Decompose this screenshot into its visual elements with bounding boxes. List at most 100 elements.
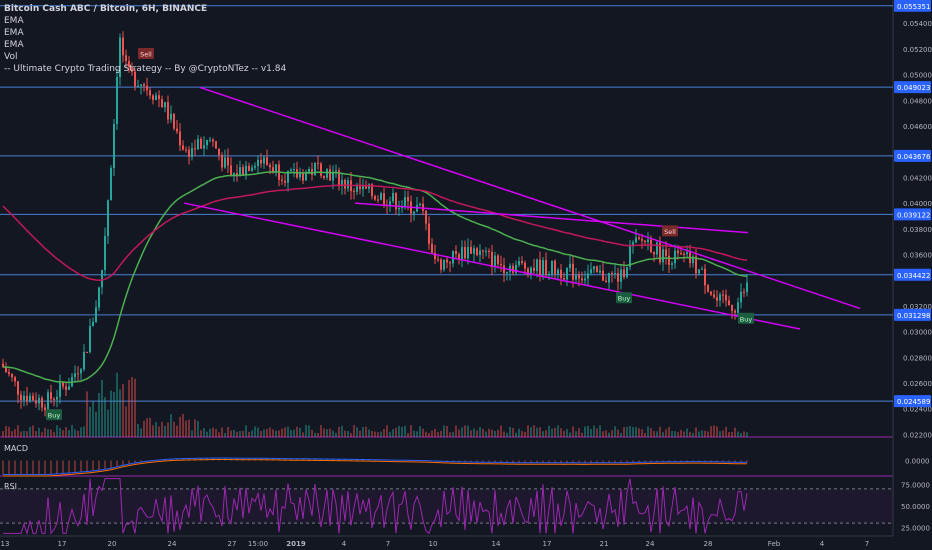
x-tick-label: 7 <box>386 540 390 548</box>
volume-bar <box>386 425 388 437</box>
volume-bar <box>410 425 412 437</box>
volume-bar <box>230 430 232 437</box>
candle-body <box>701 268 703 270</box>
volume-bar <box>443 425 445 437</box>
candle-body <box>173 113 175 129</box>
volume-bar <box>209 428 211 437</box>
indicator-ema-2: EMA <box>4 28 24 38</box>
volume-bar <box>74 429 76 437</box>
candle-body <box>725 294 727 301</box>
volume-bar <box>434 428 436 437</box>
candle-body <box>92 321 94 327</box>
candle-body <box>503 265 505 274</box>
candle-body <box>341 179 343 187</box>
candle-body <box>248 165 250 171</box>
candle-body <box>707 285 709 292</box>
candle-body <box>155 95 157 101</box>
candle-body <box>671 263 673 265</box>
horizontal-level-badge <box>894 81 931 94</box>
candle-body <box>398 207 400 210</box>
volume-bar <box>143 420 145 437</box>
volume-bar <box>140 428 142 437</box>
indicator-vol: Vol <box>4 52 18 62</box>
volume-bar <box>464 425 466 437</box>
horizontal-level-badge <box>894 0 931 12</box>
horizontal-level-label: 0.055351 <box>897 3 930 11</box>
volume-bar <box>152 425 154 437</box>
volume-bar <box>368 429 370 437</box>
candle-body <box>506 271 508 274</box>
candle-body <box>203 145 205 149</box>
candle-body <box>464 247 466 259</box>
volume-bar <box>149 417 151 437</box>
candle-body <box>251 167 253 171</box>
trendline <box>354 202 749 234</box>
volume-bar <box>719 431 721 437</box>
volume-bar <box>575 431 577 437</box>
volume-bar <box>116 372 118 437</box>
volume-bar <box>440 430 442 437</box>
candle-body <box>590 269 592 274</box>
volume-bar <box>224 432 226 437</box>
x-tick-label: 15:00 <box>248 540 268 548</box>
volume-bar <box>221 427 223 437</box>
candle-body <box>272 167 274 173</box>
candle-body <box>500 264 502 266</box>
candle-body <box>494 255 496 267</box>
volume-bar <box>695 427 697 437</box>
volume-bar <box>473 428 475 437</box>
horizontal-level-label: 0.031298 <box>897 312 930 320</box>
x-tick-label: 27 <box>228 540 237 548</box>
volume-bar <box>551 428 553 437</box>
candle-body <box>56 396 58 400</box>
volume-bar <box>32 425 34 437</box>
candle-body <box>2 363 4 367</box>
volume-bar <box>614 426 616 437</box>
rsi-tick-label: 25.0000 <box>901 524 930 532</box>
candle-body <box>236 172 238 177</box>
candle-body <box>557 269 559 275</box>
volume-bar <box>254 426 256 437</box>
volume-bar <box>263 429 265 437</box>
candle-body <box>137 85 139 87</box>
volume-bar <box>554 427 556 437</box>
candle-body <box>125 55 127 61</box>
signal-badge <box>46 409 62 421</box>
volume-bar <box>503 431 505 437</box>
x-tick-label: 21 <box>600 540 609 548</box>
candle-body <box>275 164 277 173</box>
volume-bar <box>278 430 280 437</box>
candle-body <box>422 203 424 211</box>
volume-bar <box>251 430 253 437</box>
volume-bar <box>677 432 679 437</box>
volume-bar <box>293 429 295 437</box>
candle-body <box>221 154 223 168</box>
volume-bar <box>56 425 58 437</box>
volume-bar <box>425 431 427 437</box>
candle-body <box>638 237 640 239</box>
candle-body <box>530 267 532 276</box>
volume-bar <box>455 425 457 437</box>
candle-body <box>323 175 325 178</box>
candle-body <box>455 251 457 255</box>
candle-body <box>653 251 655 255</box>
candle-body <box>692 256 694 264</box>
candle-body <box>443 259 445 270</box>
candle-body <box>116 77 118 124</box>
volume-bar <box>383 428 385 437</box>
candle-body <box>74 373 76 377</box>
candle-body <box>404 197 406 207</box>
candle-body <box>206 140 208 146</box>
candle-body <box>359 184 361 190</box>
candle-body <box>344 179 346 189</box>
candle-body <box>407 197 409 202</box>
candle-body <box>77 373 79 375</box>
candle-body <box>551 260 553 275</box>
horizontal-level-badge <box>894 149 931 162</box>
candle-body <box>578 275 580 279</box>
candle-body <box>584 278 586 281</box>
candle-body <box>392 193 394 202</box>
candle-body <box>317 163 319 165</box>
candle-body <box>26 395 28 402</box>
